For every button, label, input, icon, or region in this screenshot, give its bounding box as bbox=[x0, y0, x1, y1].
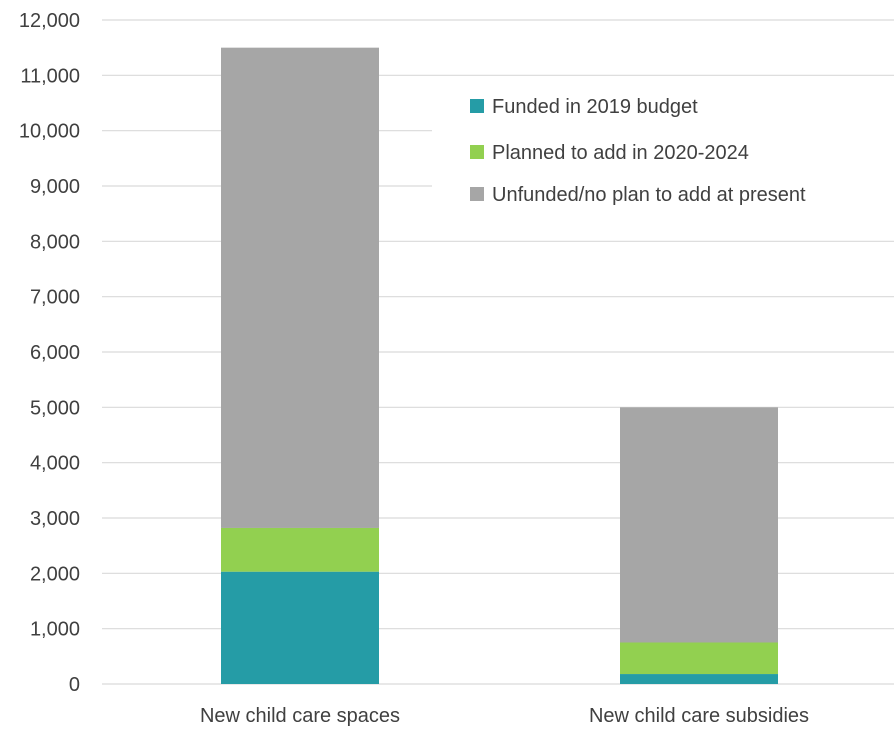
y-tick-label: 5,000 bbox=[30, 397, 80, 419]
x-axis-category-labels: New child care spaces New child care subs… bbox=[200, 705, 809, 727]
y-tick-label: 0 bbox=[69, 674, 80, 696]
bar-segment bbox=[620, 674, 778, 684]
x-category-label: New child care spaces bbox=[200, 705, 400, 727]
bar-segment bbox=[221, 527, 379, 572]
y-tick-label: 11,000 bbox=[20, 65, 80, 87]
bar-segment bbox=[221, 47, 379, 528]
legend-swatch bbox=[470, 187, 484, 201]
legend-label: Unfunded/no plan to add at present bbox=[492, 184, 806, 206]
legend-label: Funded in 2019 budget bbox=[492, 96, 698, 118]
bar-segment bbox=[221, 571, 379, 684]
legend: Funded in 2019 budget Planned to add in 2… bbox=[432, 84, 894, 222]
y-tick-label: 1,000 bbox=[30, 619, 80, 641]
x-category-label: New child care subsidies bbox=[589, 705, 809, 727]
y-tick-label: 10,000 bbox=[19, 121, 80, 143]
bar-segment bbox=[620, 642, 778, 675]
bars bbox=[221, 47, 778, 684]
y-tick-label: 8,000 bbox=[30, 231, 80, 253]
bar-segment bbox=[620, 407, 778, 643]
y-tick-label: 4,000 bbox=[30, 453, 80, 475]
y-tick-label: 7,000 bbox=[30, 287, 80, 309]
legend-swatch bbox=[470, 145, 484, 159]
legend-background bbox=[432, 84, 894, 222]
y-tick-label: 3,000 bbox=[30, 508, 80, 530]
y-tick-label: 12,000 bbox=[19, 10, 80, 32]
y-tick-label: 6,000 bbox=[30, 342, 80, 364]
y-tick-label: 2,000 bbox=[30, 563, 80, 585]
y-tick-label: 9,000 bbox=[30, 176, 80, 198]
y-axis-tick-labels: 0 1,000 2,000 3,000 4,000 5,000 6,000 7,000 8,00… bbox=[19, 10, 80, 696]
legend-label: Planned to add in 2020-2024 bbox=[492, 142, 749, 164]
legend-swatch bbox=[470, 99, 484, 113]
